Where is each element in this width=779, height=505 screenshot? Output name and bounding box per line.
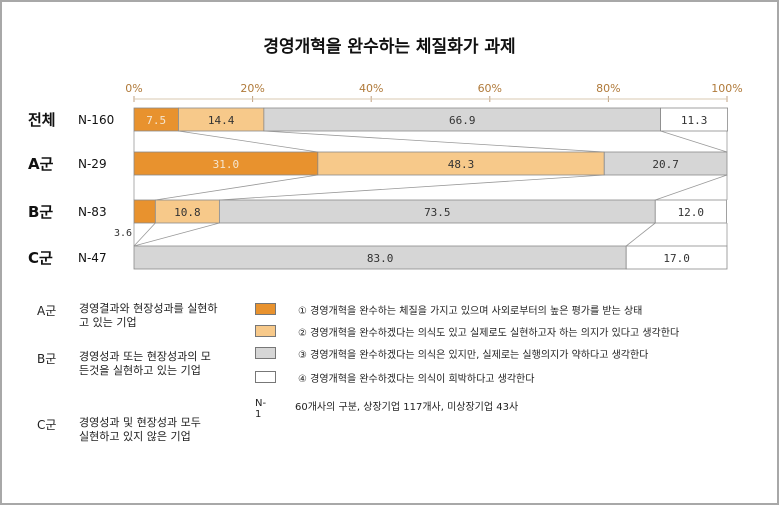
connector-line	[660, 130, 728, 153]
legend-swatch-2	[255, 325, 276, 337]
data-label: 17.0	[663, 252, 690, 265]
data-label: 12.0	[678, 206, 705, 219]
legend-swatch-3	[255, 347, 276, 359]
connector-line	[655, 174, 728, 201]
row-label: A군	[28, 155, 54, 173]
bar-segment	[654, 199, 727, 224]
data-label: 10.8	[174, 206, 201, 219]
connector-line	[133, 222, 156, 247]
data-label: 73.5	[424, 206, 451, 219]
connector-line	[263, 130, 605, 153]
data-label: 48.3	[448, 158, 475, 171]
connector-line	[625, 222, 656, 247]
row-n-label: N-47	[78, 251, 107, 265]
x-tick-label: 0%	[125, 82, 142, 95]
legend-label-3: ③ 경영개혁을 완수하겠다는 의식은 있지만, 실제로는 실행의지가 약하다고 …	[298, 350, 649, 361]
data-label: 83.0	[367, 252, 394, 265]
footnote-text: 60개사의 구분, 상장기업 117개사, 미상장기업 43사	[295, 402, 519, 413]
group-a-name: A군	[37, 304, 57, 318]
legend-label-1: ① 경영개혁을 완수하는 체질을 가지고 있으며 사외로부터의 높은 평가를 받…	[298, 306, 643, 317]
x-tick-label: 40%	[359, 82, 383, 95]
group-b-name: B군	[37, 352, 57, 366]
x-tick-label: 80%	[596, 82, 620, 95]
footnote-key: N-1	[255, 398, 267, 420]
row-n-label: N-83	[78, 205, 107, 219]
x-tick-label: 20%	[240, 82, 264, 95]
data-label: 31.0	[213, 158, 240, 171]
bar-segment	[625, 245, 728, 270]
connector-line	[219, 174, 605, 201]
row-n-label: N-29	[78, 157, 107, 171]
chart-title: 경영개혁을 완수하는 체질화가 과제	[263, 37, 516, 57]
x-tick-label: 60%	[478, 82, 502, 95]
row-n-label: N-160	[78, 113, 114, 127]
data-label: 11.3	[681, 114, 708, 127]
row-label: B군	[28, 203, 53, 221]
group-a-desc: 경영결과와 현장성과를 실현하고 있는 기업	[79, 302, 218, 329]
bar-segment	[133, 199, 156, 224]
row-label: C군	[28, 249, 53, 267]
legend-swatch-1	[255, 303, 276, 315]
legend-label-4: ④ 경영개혁을 완수하겠다는 의식이 희박하다고 생각한다	[298, 374, 535, 385]
data-label: 14.4	[208, 114, 235, 127]
group-b-desc: 경영성과 또는 현장성과의 모든것을 실현하고 있는 기업	[79, 350, 211, 377]
row-label: 전체	[28, 111, 56, 129]
bar-segment	[603, 151, 728, 176]
group-c-name: C군	[37, 418, 57, 432]
legend-label-2: ② 경영개혁을 완수하겠다는 의식도 있고 실제로도 실현하고자 하는 의지가 …	[298, 328, 680, 339]
connector-line	[155, 174, 318, 201]
bar-segment	[660, 107, 728, 132]
data-label: 3.6	[114, 228, 132, 239]
connector-line	[133, 222, 220, 247]
legend-swatch-4	[255, 371, 276, 383]
connector-line	[178, 130, 318, 153]
group-c-desc: 경영성과 및 현장성과 모두 실현하고 있지 않은 기업	[79, 416, 201, 443]
x-tick-label: 100%	[711, 82, 742, 95]
data-label: 66.9	[449, 114, 476, 127]
data-label: 20.7	[652, 158, 679, 171]
data-label: 7.5	[146, 114, 166, 127]
